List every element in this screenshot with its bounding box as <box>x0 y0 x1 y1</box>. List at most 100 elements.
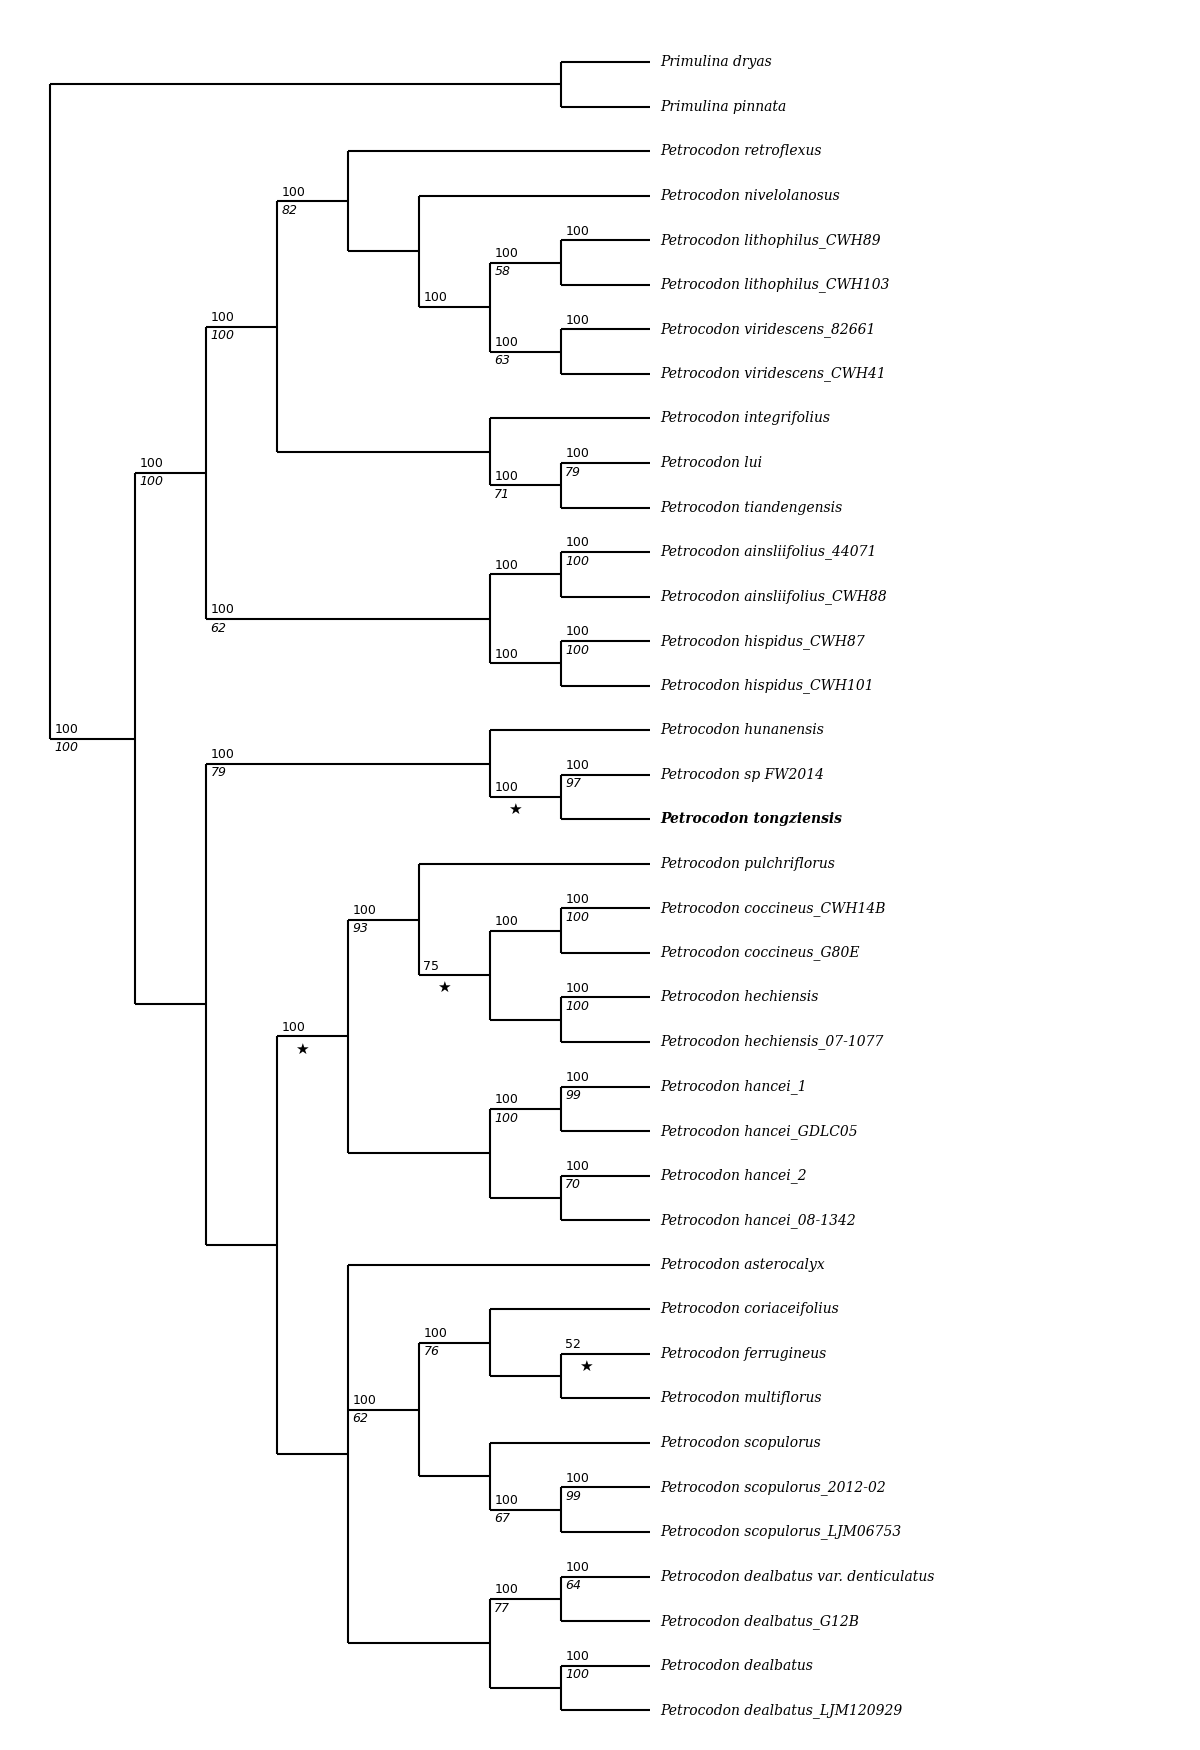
Text: Primulina pinnata: Primulina pinnata <box>660 100 786 114</box>
Text: 100: 100 <box>565 644 589 656</box>
Text: Primulina dryas: Primulina dryas <box>660 54 772 68</box>
Text: Petrocodon nivelolanosus: Petrocodon nivelolanosus <box>660 189 840 203</box>
Text: 82: 82 <box>282 205 298 217</box>
Text: Petrocodon hechiensis: Petrocodon hechiensis <box>660 990 818 1004</box>
Text: 100: 100 <box>494 1094 518 1106</box>
Text: 64: 64 <box>565 1578 581 1592</box>
Text: Petrocodon asterocalyx: Petrocodon asterocalyx <box>660 1258 826 1272</box>
Text: Petrocodon scopulorus_2012-02: Petrocodon scopulorus_2012-02 <box>660 1480 886 1494</box>
Text: 100: 100 <box>565 625 589 639</box>
Text: 100: 100 <box>565 1071 589 1083</box>
Text: 100: 100 <box>139 457 163 471</box>
Text: 100: 100 <box>565 555 589 567</box>
Text: 99: 99 <box>565 1491 581 1503</box>
Text: ★: ★ <box>580 1358 593 1374</box>
Text: Petrocodon dealbatus_G12B: Petrocodon dealbatus_G12B <box>660 1614 859 1629</box>
Text: 100: 100 <box>565 982 589 994</box>
Text: 100: 100 <box>424 292 448 304</box>
Text: 100: 100 <box>282 186 305 198</box>
Text: Petrocodon hancei_1: Petrocodon hancei_1 <box>660 1080 806 1094</box>
Text: 79: 79 <box>565 466 581 480</box>
Text: Petrocodon ferrugineus: Petrocodon ferrugineus <box>660 1348 827 1362</box>
Text: 100: 100 <box>282 1020 305 1034</box>
Text: ★: ★ <box>508 802 522 817</box>
Text: 99: 99 <box>565 1088 581 1102</box>
Text: Petrocodon hancei_2: Petrocodon hancei_2 <box>660 1169 806 1183</box>
Text: ★: ★ <box>295 1041 308 1057</box>
Text: Petrocodon lithophilus_CWH103: Petrocodon lithophilus_CWH103 <box>660 276 889 292</box>
Text: ★: ★ <box>437 980 451 996</box>
Text: 62: 62 <box>210 621 227 635</box>
Text: Petrocodon tiandengensis: Petrocodon tiandengensis <box>660 500 842 514</box>
Text: Petrocodon hispidus_CWH87: Petrocodon hispidus_CWH87 <box>660 634 865 649</box>
Text: Petrocodon hechiensis_07-1077: Petrocodon hechiensis_07-1077 <box>660 1034 883 1050</box>
Text: Petrocodon dealbatus var. denticulatus: Petrocodon dealbatus var. denticulatus <box>660 1570 935 1584</box>
Text: 100: 100 <box>210 747 234 761</box>
Text: 100: 100 <box>494 336 518 348</box>
Text: Petrocodon viridescens_CWH41: Petrocodon viridescens_CWH41 <box>660 366 886 382</box>
Text: 100: 100 <box>494 1584 518 1596</box>
Text: 100: 100 <box>565 1160 589 1172</box>
Text: 100: 100 <box>494 915 518 928</box>
Text: 76: 76 <box>424 1346 439 1358</box>
Text: Petrocodon hancei_GDLC05: Petrocodon hancei_GDLC05 <box>660 1124 858 1139</box>
Text: 52: 52 <box>565 1339 581 1351</box>
Text: 100: 100 <box>210 604 234 616</box>
Text: 100: 100 <box>494 1111 518 1125</box>
Text: 100: 100 <box>139 476 163 488</box>
Text: Petrocodon integrifolius: Petrocodon integrifolius <box>660 411 830 425</box>
Text: 100: 100 <box>424 1326 448 1340</box>
Text: Petrocodon scopulorus: Petrocodon scopulorus <box>660 1437 821 1451</box>
Text: Petrocodon lithophilus_CWH89: Petrocodon lithophilus_CWH89 <box>660 233 881 248</box>
Text: 58: 58 <box>494 266 510 278</box>
Text: 71: 71 <box>494 488 510 500</box>
Text: 100: 100 <box>565 537 589 550</box>
Text: 100: 100 <box>494 469 518 483</box>
Text: Petrocodon dealbatus: Petrocodon dealbatus <box>660 1659 814 1673</box>
Text: Petrocodon hispidus_CWH101: Petrocodon hispidus_CWH101 <box>660 679 874 693</box>
Text: 97: 97 <box>565 777 581 791</box>
Text: Petrocodon tongziensis: Petrocodon tongziensis <box>660 812 842 826</box>
Text: Petrocodon viridescens_82661: Petrocodon viridescens_82661 <box>660 322 876 336</box>
Text: 100: 100 <box>565 892 589 906</box>
Text: Petrocodon dealbatus_LJM120929: Petrocodon dealbatus_LJM120929 <box>660 1703 902 1718</box>
Text: Petrocodon retroflexus: Petrocodon retroflexus <box>660 144 822 158</box>
Text: 100: 100 <box>494 247 518 259</box>
Text: 100: 100 <box>353 903 377 917</box>
Text: 67: 67 <box>494 1512 510 1526</box>
Text: Petrocodon sp FW2014: Petrocodon sp FW2014 <box>660 768 824 782</box>
Text: 100: 100 <box>565 760 589 772</box>
Text: Petrocodon coccineus_CWH14B: Petrocodon coccineus_CWH14B <box>660 901 886 915</box>
Text: Petrocodon scopulorus_LJM06753: Petrocodon scopulorus_LJM06753 <box>660 1524 901 1540</box>
Text: Petrocodon ainsliifolius_CWH88: Petrocodon ainsliifolius_CWH88 <box>660 590 887 604</box>
Text: Petrocodon pulchriflorus: Petrocodon pulchriflorus <box>660 858 835 872</box>
Text: 100: 100 <box>210 312 234 324</box>
Text: Petrocodon coccineus_G80E: Petrocodon coccineus_G80E <box>660 945 859 961</box>
Text: 100: 100 <box>565 1650 589 1662</box>
Text: 100: 100 <box>565 1668 589 1682</box>
Text: 100: 100 <box>494 1494 518 1507</box>
Text: Petrocodon coriaceifolius: Petrocodon coriaceifolius <box>660 1302 839 1316</box>
Text: 100: 100 <box>210 329 234 343</box>
Text: 63: 63 <box>494 354 510 367</box>
Text: Petrocodon hunanensis: Petrocodon hunanensis <box>660 723 824 737</box>
Text: 79: 79 <box>210 766 227 779</box>
Text: 100: 100 <box>494 648 518 662</box>
Text: 100: 100 <box>353 1393 377 1407</box>
Text: 62: 62 <box>353 1412 368 1424</box>
Text: 100: 100 <box>565 912 589 924</box>
Text: 100: 100 <box>565 313 589 327</box>
Text: 100: 100 <box>565 1472 589 1484</box>
Text: 100: 100 <box>494 558 518 572</box>
Text: 93: 93 <box>353 922 368 934</box>
Text: 100: 100 <box>565 1001 589 1013</box>
Text: Petrocodon hancei_08-1342: Petrocodon hancei_08-1342 <box>660 1213 856 1228</box>
Text: 100: 100 <box>565 448 589 460</box>
Text: 100: 100 <box>54 742 78 754</box>
Text: 100: 100 <box>565 224 589 238</box>
Text: 77: 77 <box>494 1601 510 1615</box>
Text: Petrocodon ainsliifolius_44071: Petrocodon ainsliifolius_44071 <box>660 544 877 560</box>
Text: 100: 100 <box>54 723 78 737</box>
Text: 70: 70 <box>565 1178 581 1192</box>
Text: 100: 100 <box>565 1561 589 1573</box>
